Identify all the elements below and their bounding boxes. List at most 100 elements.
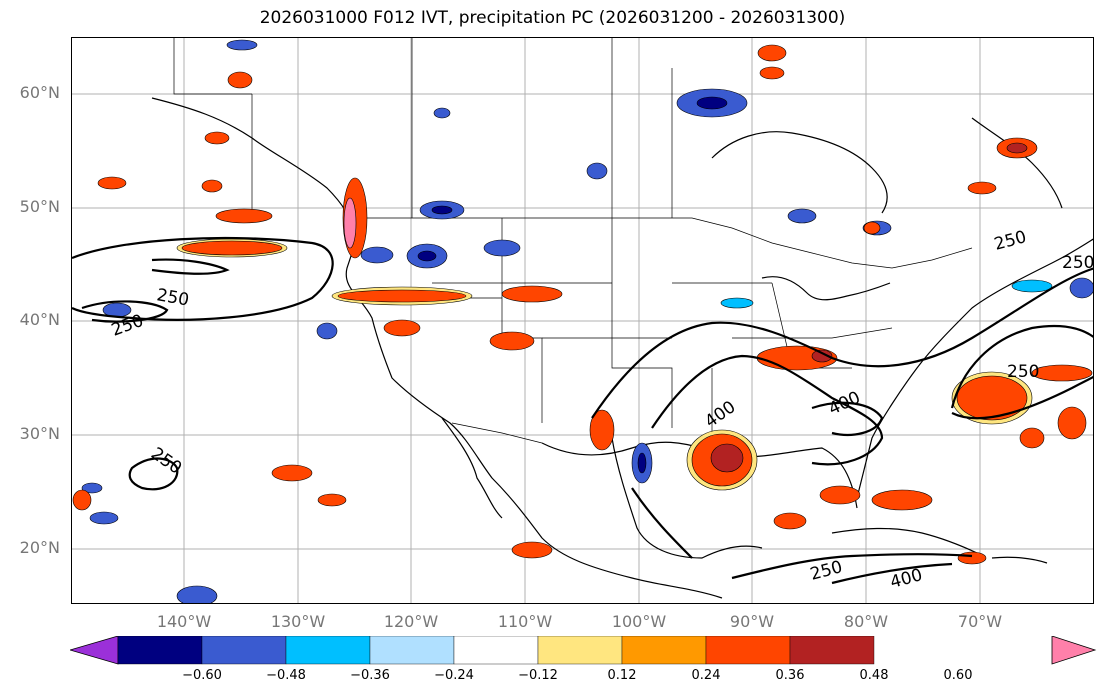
contour-label: 250 [1007, 362, 1039, 382]
pos-blob [343, 197, 357, 249]
colorbar-segment [117, 636, 203, 665]
map-title: 2026031000 F012 IVT, precipitation PC (2… [259, 8, 846, 28]
pos-blob [227, 71, 253, 89]
pos-blob [759, 66, 785, 80]
lat-label-40: 40°N [19, 310, 60, 329]
atlantic-coast [856, 238, 1093, 499]
hudson-bay-coast [711, 131, 888, 214]
lon-label-110w: 110°W [497, 612, 553, 631]
ivt-contour-400 [151, 258, 230, 275]
great-lakes [761, 276, 891, 301]
pos-blob [957, 551, 987, 565]
neg-blob [1011, 279, 1053, 293]
ivt-contour-400 [651, 354, 884, 466]
labrador-coast [971, 117, 1063, 209]
ivt-contour-250 [81, 300, 169, 323]
neg-blob [316, 322, 338, 340]
colorbar-segment [789, 636, 875, 665]
neg-blob [483, 239, 521, 257]
neg-blob [89, 511, 119, 525]
neg-blob [431, 205, 453, 215]
colorbar-label: 0.12 [607, 668, 637, 683]
contour-label: 400 [826, 388, 864, 420]
cuba [831, 527, 978, 554]
pos-blob [97, 176, 127, 190]
colorbar-label: 0.60 [943, 668, 973, 683]
colorbar-label: −0.36 [350, 668, 390, 683]
lon-label-120w: 120°W [383, 612, 439, 631]
pos-blob [1031, 364, 1093, 382]
colorbar-segment [621, 636, 707, 665]
pos-blob [1006, 142, 1028, 154]
lon-label-100w: 100°W [611, 612, 667, 631]
pos-blob [271, 464, 313, 482]
neg-blob [1069, 277, 1093, 299]
colorbar [70, 636, 1097, 665]
neg-blob [433, 107, 451, 119]
lat-label-50: 50°N [19, 197, 60, 216]
pos-blob [819, 485, 861, 505]
colorbar-extend-low [70, 636, 119, 665]
lon-label-80w: 80°W [843, 612, 889, 631]
pos-blob [773, 512, 807, 530]
neg-blob [417, 250, 437, 262]
lon-label-70w: 70°W [957, 612, 1003, 631]
pos-blob [757, 44, 787, 62]
ivt-contour-250 [951, 375, 1093, 420]
lat-label-20: 20°N [19, 538, 60, 557]
ivt-contour-250 [591, 267, 1093, 419]
colorbar-segments [117, 636, 875, 665]
pos-blob [1019, 427, 1045, 449]
neg-blob [81, 482, 103, 494]
colorbar-segment [705, 636, 791, 665]
pos-blob [201, 179, 223, 193]
ivt-contour-250 [731, 553, 973, 580]
positive-pc-areas [72, 44, 1093, 565]
ivt-contours [72, 236, 1093, 585]
pos-blob [215, 208, 273, 224]
pos-blob [317, 493, 347, 507]
pos-blob [383, 319, 421, 337]
pos-blob [710, 443, 744, 473]
neg-blob [360, 246, 394, 264]
coastlines [151, 97, 1093, 599]
lon-label-140w: 140°W [156, 612, 212, 631]
ivt-contour-250 [72, 236, 334, 321]
ivt-contour-250 [128, 457, 179, 491]
map-canvas: 250 250 250 250 250 400 400 400 250 250 [72, 38, 1094, 603]
contour-label: 400 [701, 397, 739, 432]
pos-blob [956, 375, 1028, 421]
contour-label: 250 [1062, 253, 1094, 273]
neg-blob [787, 208, 817, 224]
pos-blob [1057, 406, 1087, 440]
colorbar-segment [285, 636, 371, 665]
pos-blob [967, 181, 997, 195]
pos-blob [871, 489, 933, 511]
mexico-gulf-coast [611, 437, 763, 559]
colorbar-label: 0.24 [691, 668, 721, 683]
map-panel: 250 250 250 250 250 400 400 400 250 250 [71, 37, 1094, 604]
colorbar-segment [453, 636, 539, 665]
ivt-contour-250 [631, 487, 693, 559]
pos-blob [589, 409, 615, 451]
gridlines [72, 38, 1093, 603]
political-borders [173, 38, 973, 458]
colorbar-label: 0.36 [775, 668, 805, 683]
neg-blob [226, 39, 258, 51]
contour-label: 250 [992, 227, 1029, 255]
neg-blob [176, 585, 218, 603]
ivt-contour-400 [811, 401, 884, 436]
colorbar-label: −0.60 [182, 668, 222, 683]
pos-blob [489, 331, 535, 351]
lat-label-60: 60°N [19, 83, 60, 102]
pos-blob [181, 240, 283, 256]
colorbar-label: −0.48 [266, 668, 306, 683]
pacific-coast [151, 97, 723, 599]
colorbar-segment [201, 636, 287, 665]
pos-blob [511, 541, 553, 559]
neg-blob [586, 162, 608, 180]
lon-label-130w: 130°W [270, 612, 326, 631]
lat-label-30: 30°N [19, 424, 60, 443]
colorbar-label: 0.48 [859, 668, 889, 683]
colorbar-extend-high [1051, 636, 1097, 665]
